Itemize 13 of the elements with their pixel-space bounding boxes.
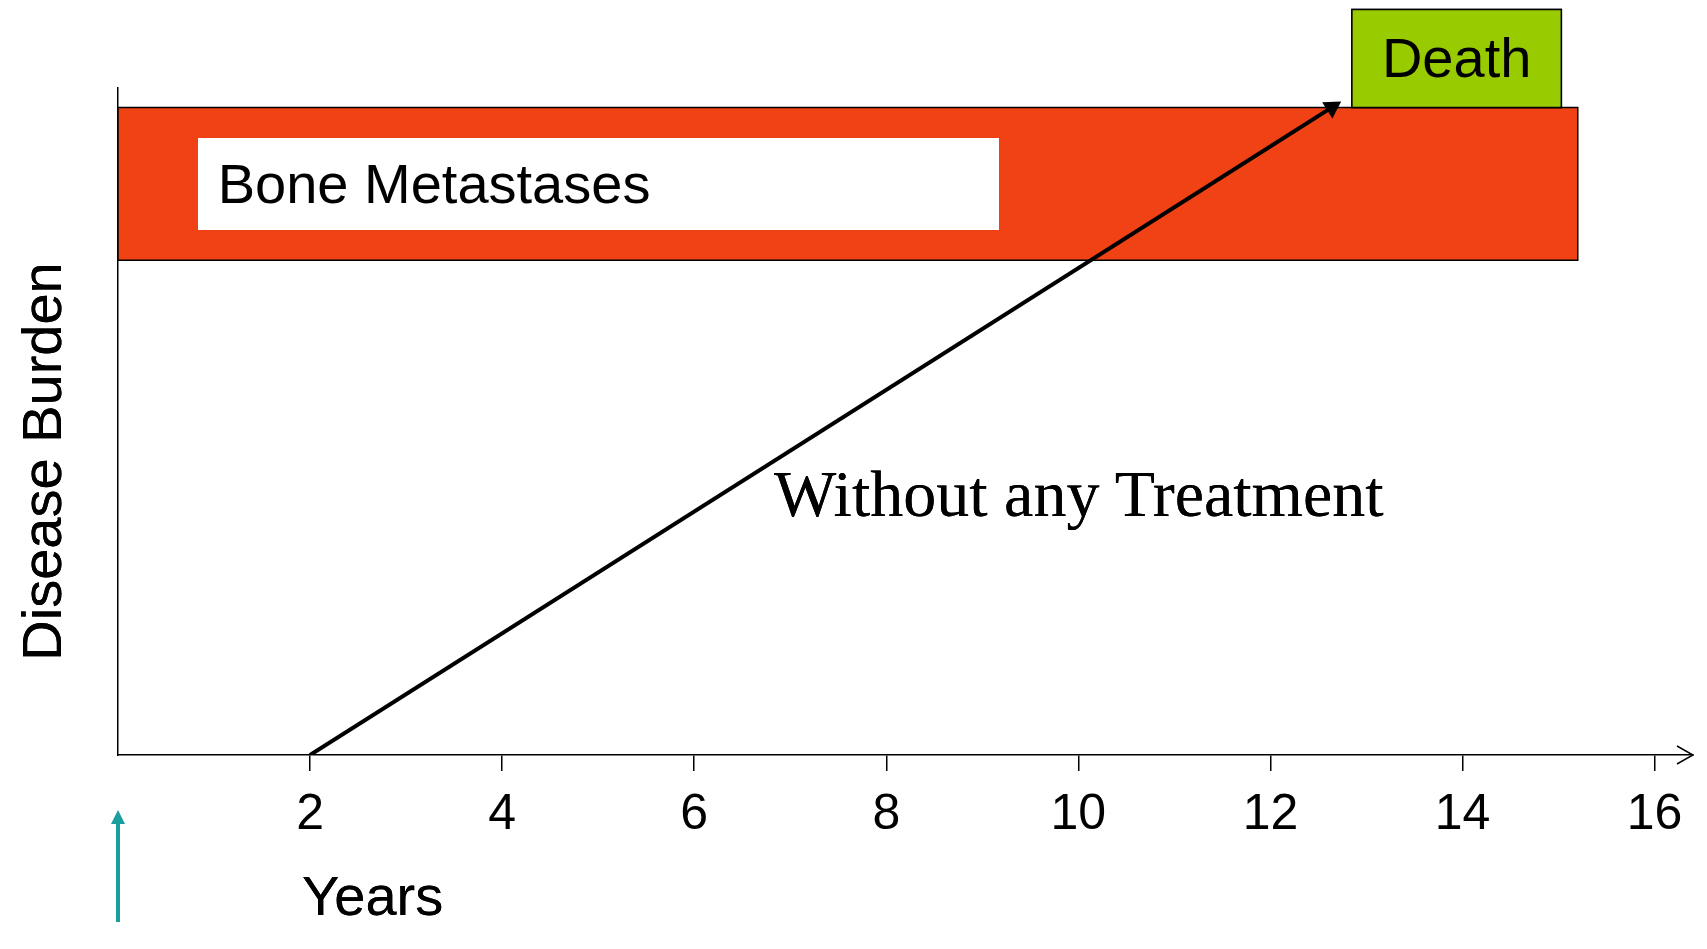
annotation: Death [1381, 25, 1532, 89]
x-tick-label: 6 [680, 783, 709, 840]
x-tick-label: 16 [1626, 783, 1683, 840]
y-axis-title: Disease Burden [10, 262, 74, 661]
x-tick-label: 12 [1242, 783, 1299, 840]
x-tick-label: 8 [872, 783, 901, 840]
x-tick-label: 2 [296, 783, 324, 840]
x-tick-label: 14 [1434, 783, 1491, 840]
x-axis-title: Years [302, 864, 444, 927]
label-box: Bone Metastases [197, 138, 999, 230]
annotation: Without any Treatment [773, 456, 1384, 530]
x-tick-label: 10 [1050, 783, 1107, 840]
x-tick-label: 4 [488, 783, 517, 840]
